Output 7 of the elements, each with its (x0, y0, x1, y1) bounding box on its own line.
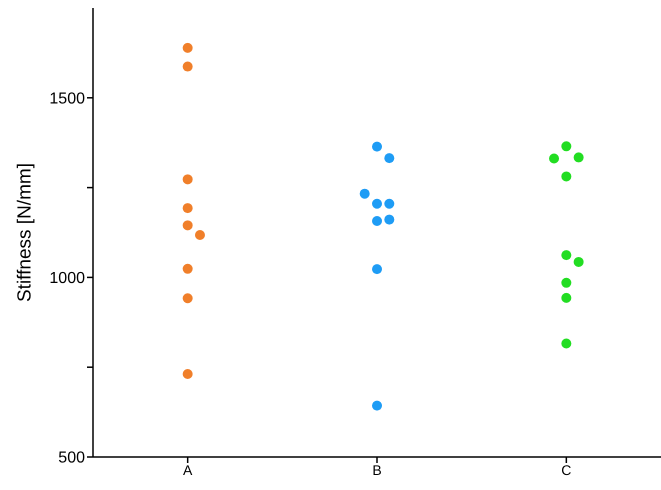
y-axis-title: Stiffness [N/mm] (14, 162, 36, 302)
x-tick-label: C (561, 462, 572, 478)
y-tick-label: 1500 (49, 90, 86, 108)
x-tick-label: A (182, 462, 193, 478)
y-tick-label: 500 (58, 450, 86, 467)
y-tick-label: 1000 (49, 270, 86, 288)
x-tick-label: B (372, 462, 382, 478)
